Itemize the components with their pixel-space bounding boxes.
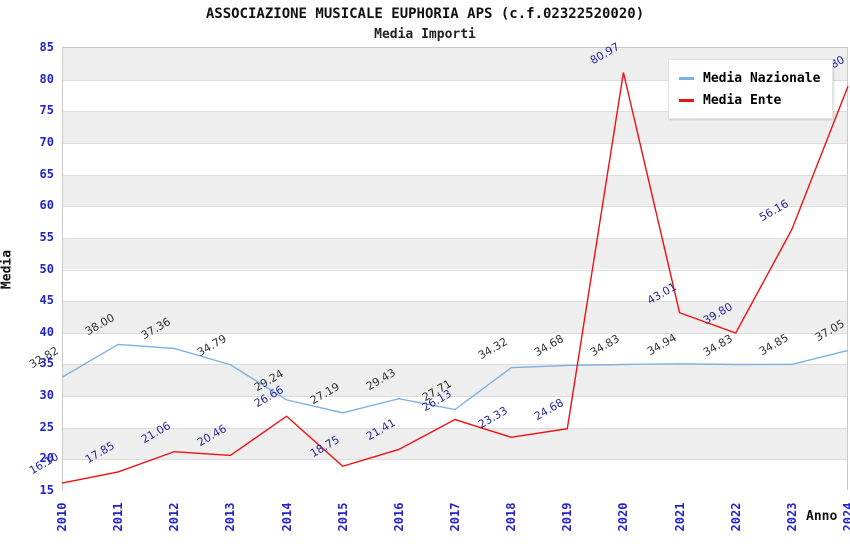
y-tick-label: 50 [39, 261, 54, 276]
legend: Media Nazionale Media Ente [668, 59, 834, 119]
ente-line-swatch [679, 98, 694, 102]
y-tick-label: 85 [39, 40, 54, 54]
y-tick-label: 30 [39, 388, 54, 403]
y-tick-label: 15 [39, 483, 54, 497]
plot-band [63, 427, 847, 460]
line-media-nazionale [61, 343, 849, 414]
legend-label-ente: Media Ente [703, 92, 782, 108]
y-tick-label: 60 [39, 198, 54, 213]
plot-band [63, 142, 847, 175]
plot-band [63, 332, 847, 365]
y-tick-label: 40 [39, 324, 54, 339]
plot-area [62, 47, 848, 491]
legend-label-nazionale: Media Nazionale [703, 70, 821, 86]
y-tick-label: 35 [39, 356, 54, 371]
plot-band [63, 174, 847, 207]
plot-band [63, 364, 847, 397]
x-axis-title: Anno [806, 509, 838, 524]
gridline [63, 427, 847, 429]
plot-band [63, 459, 847, 491]
line-media-ente [61, 72, 849, 484]
gridline [63, 174, 847, 176]
y-tick-label: 55 [39, 229, 54, 244]
chart-title: ASSOCIAZIONE MUSICALE EUPHORIA APS (c.f.… [205, 6, 645, 22]
legend-item-ente: Media Ente [679, 89, 820, 111]
y-tick-label: 45 [39, 293, 54, 308]
y-tick-label: 20 [39, 451, 54, 466]
chart-subtitle: Media Importi [374, 27, 476, 42]
gridline [63, 301, 847, 303]
gridline [63, 364, 847, 366]
y-tick-label: 70 [39, 134, 54, 149]
plot-band [63, 206, 847, 238]
plot-band [63, 269, 847, 302]
gridline [63, 237, 847, 239]
gridline [63, 332, 847, 334]
gridline [63, 79, 847, 81]
gridline [63, 396, 847, 398]
plot-band [63, 301, 847, 333]
gridline [63, 111, 847, 113]
y-tick-label: 65 [39, 166, 54, 181]
nazionale-line-swatch [679, 76, 694, 80]
y-tick-label: 25 [39, 419, 54, 434]
y-tick-label: 75 [39, 103, 54, 118]
gridline [63, 206, 847, 208]
gridline [63, 459, 847, 461]
gridline [63, 142, 847, 144]
plot-band [63, 396, 847, 428]
y-tick-label: 80 [39, 71, 54, 86]
legend-item-nazionale: Media Nazionale [679, 67, 820, 89]
gridline [63, 269, 847, 271]
plot-band [63, 237, 847, 270]
